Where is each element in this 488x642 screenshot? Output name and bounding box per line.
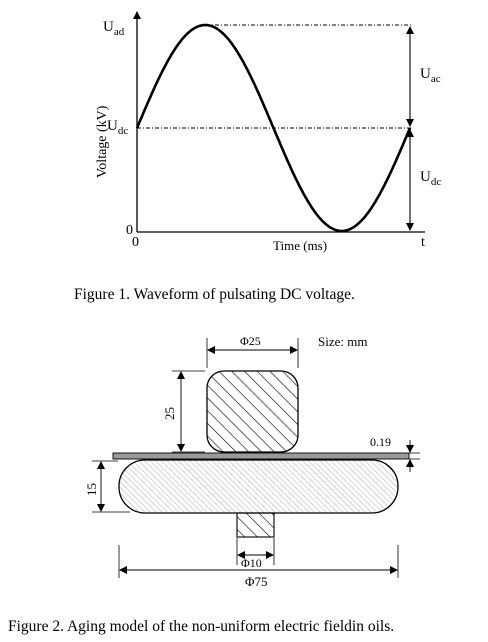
u-ad-label: Uad [103,19,125,38]
figure2-caption: Figure 2. Aging model of the non-uniform… [8,618,395,635]
plate-diameter-label: Φ75 [245,574,268,589]
u-dc-axis-label: Udc [107,118,128,137]
origin-y-label: 0 [126,223,133,238]
stem-diameter-label: Φ10 [241,556,262,570]
figure1-caption: Figure 1. Waveform of pulsating DC volta… [74,286,355,303]
size-note-label: Size: mm [318,334,367,349]
top-electrode [206,370,299,453]
u-ac-label: Uac [420,66,441,85]
u-dc-right-label: Udc [420,169,441,188]
voltage-waveform [135,23,412,233]
stem [236,512,275,538]
top-height-label: 25 [162,407,177,420]
origin-x-label: 0 [132,235,139,250]
aging-model-figure: Φ25 Size: mm 25 0.19 15 Φ10 Φ75 [84,334,420,589]
gap-label: 0.19 [370,435,391,449]
plate-electrode [118,459,399,514]
insulating-sheet [112,452,410,460]
top-diameter-label: Φ25 [240,334,261,348]
y-axis-label: Voltage (kV) [95,105,110,178]
x-axis-label: Time (ms) [273,238,327,253]
waveform-figure: Uad Udc Uac Udc Voltage (kV) 0 0 Time (m… [95,11,441,253]
t-axis-label: t [421,235,425,250]
plate-height-label: 15 [84,483,99,496]
